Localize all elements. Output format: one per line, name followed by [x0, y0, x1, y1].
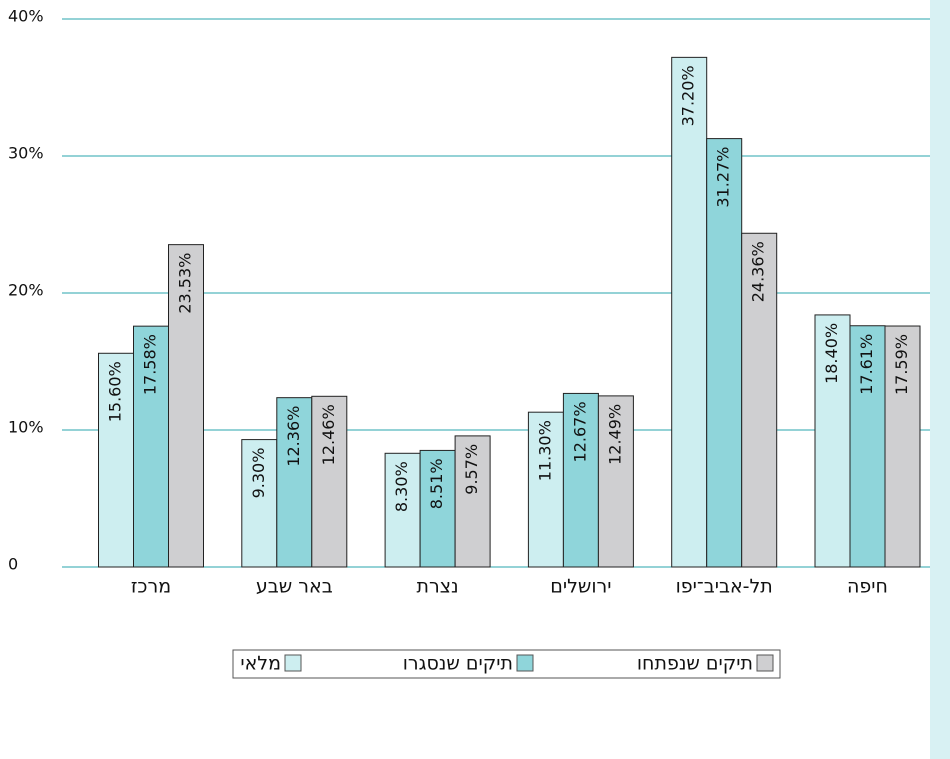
- bar: [814, 314, 851, 568]
- legend-label: מלאי: [240, 653, 281, 675]
- value-label: 12.46%: [319, 404, 338, 465]
- value-label: 11.30%: [535, 420, 554, 481]
- bar: [597, 395, 634, 568]
- legend-swatch: [516, 654, 534, 672]
- bar: [276, 397, 313, 568]
- legend-box: [232, 649, 781, 679]
- value-label: 9.57%: [462, 444, 481, 495]
- bar: [671, 56, 708, 568]
- bar: [741, 232, 778, 568]
- value-label: 17.61%: [857, 334, 876, 395]
- bar: [168, 244, 204, 568]
- y-tick-label: 40%: [8, 7, 44, 26]
- x-tick-label: תל-אביב־יפו: [676, 576, 773, 598]
- bar: [384, 452, 421, 568]
- y-tick-label: 0: [8, 555, 18, 574]
- value-label: 12.67%: [570, 401, 589, 462]
- value-label: 12.49%: [605, 404, 624, 465]
- value-label: 8.30%: [392, 461, 411, 512]
- x-tick-label: באר שבע: [256, 576, 333, 598]
- value-label: 15.60%: [106, 361, 125, 422]
- bar: [562, 392, 599, 568]
- bar: [849, 325, 886, 568]
- legend-label: תיקים שנסגרו: [403, 653, 513, 675]
- value-label: 31.27%: [714, 147, 733, 208]
- bar: [706, 138, 743, 568]
- value-label: 9.30%: [249, 448, 268, 499]
- value-label: 37.20%: [679, 65, 698, 126]
- value-label: 12.36%: [284, 406, 303, 467]
- bar: [98, 352, 134, 568]
- bar: [311, 395, 348, 568]
- bar: [527, 411, 564, 568]
- bar: [419, 449, 456, 568]
- bar: [884, 325, 921, 568]
- y-tick-label: 20%: [8, 281, 44, 300]
- legend-swatch: [756, 654, 774, 672]
- legend-swatch: [284, 654, 302, 672]
- value-label: 18.40%: [822, 323, 841, 384]
- bar: [454, 435, 491, 568]
- value-label: 8.51%: [427, 458, 446, 509]
- legend-label: תיקים שנפתחו: [637, 653, 753, 675]
- y-tick-label: 10%: [8, 418, 44, 437]
- x-tick-label: מרכז: [131, 576, 171, 598]
- bar: [133, 325, 169, 568]
- value-label: 17.59%: [892, 334, 911, 395]
- decor-strip: [930, 0, 950, 759]
- value-label: 17.58%: [141, 334, 160, 395]
- x-tick-label: נצרת: [417, 576, 459, 598]
- x-tick-label: חיפה: [847, 576, 888, 598]
- value-label: 24.36%: [749, 241, 768, 302]
- x-tick-label: ירושלים: [550, 576, 611, 598]
- y-tick-label: 30%: [8, 144, 44, 163]
- value-label: 23.53%: [175, 253, 194, 314]
